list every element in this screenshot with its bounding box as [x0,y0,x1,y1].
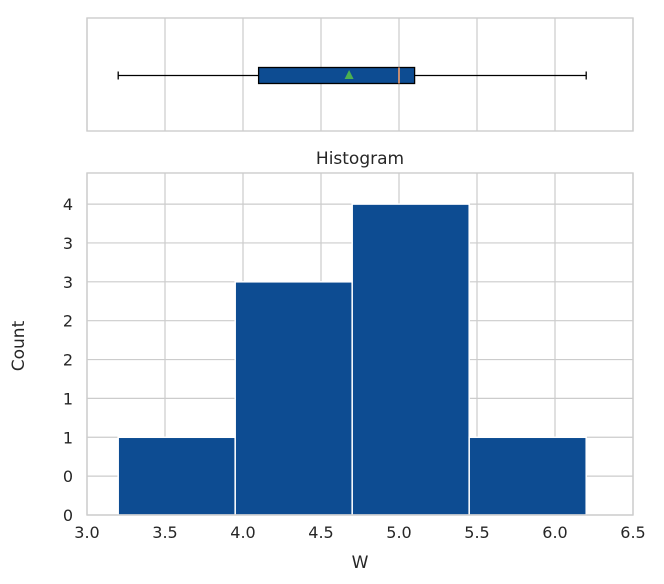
y-tick-label: 2 [63,351,73,370]
histogram-bars [117,203,587,516]
boxplot-mean-marker [344,70,354,79]
histogram-bar [468,436,587,516]
boxplot-frame [86,17,634,132]
y-tick-label: 3 [63,273,73,292]
x-tick-label: 5.0 [386,523,411,542]
y-tick-label: 1 [63,428,73,447]
y-tick-label: 0 [63,467,73,486]
histogram-panel: Histogram 3.0 3.5 4.0 4.5 5.0 5.5 6.0 6.5 0 0 1 1 2… [9,149,646,573]
x-tick-label: 6.5 [620,523,645,542]
y-tick-label: 4 [63,195,73,214]
y-tick-label: 2 [63,312,73,331]
chart-title: Histogram [316,149,404,169]
histogram-bar [117,436,236,516]
histogram-bar [234,281,353,516]
x-axis-label: W [352,553,369,573]
x-tick-label: 6.0 [542,523,567,542]
y-tick-label: 3 [63,234,73,253]
x-tick-labels: 3.0 3.5 4.0 4.5 5.0 5.5 6.0 6.5 [74,523,645,542]
y-tick-label: 1 [63,389,73,408]
y-axis-label: Count [9,320,29,371]
boxplot-box [257,66,416,85]
histogram-frame [86,172,634,516]
x-tick-label: 4.0 [230,523,255,542]
x-tick-label: 5.5 [464,523,489,542]
histogram-bar [351,203,470,516]
y-tick-label: 0 [63,506,73,525]
boxplot-panel [86,17,634,132]
x-tick-label: 3.0 [74,523,99,542]
boxplot-marks [117,66,587,85]
x-tick-label: 4.5 [308,523,333,542]
x-tick-label: 3.5 [152,523,177,542]
y-tick-labels: 0 0 1 1 2 2 3 3 4 [63,195,73,525]
